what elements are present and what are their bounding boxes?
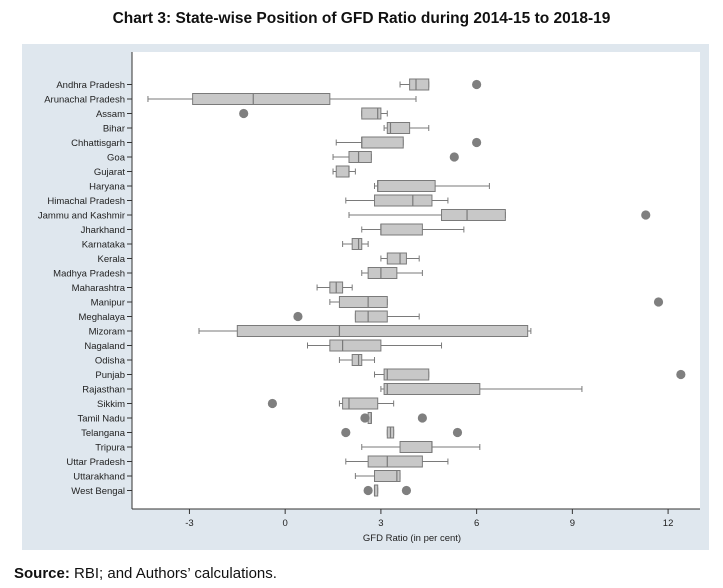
outlier-point	[452, 427, 463, 438]
outlier-point	[472, 79, 482, 90]
box	[383, 383, 481, 395]
outlier-point	[449, 152, 459, 162]
y-tick-label: Rajasthan	[82, 384, 125, 395]
y-tick-label: Tamil Nadu	[77, 413, 125, 424]
chart-area: -3 0 3 6 9 12 Andhra Pradesh Arunachal Pradesh A…	[22, 44, 709, 550]
box	[335, 165, 350, 178]
y-tick-label: Maharashtra	[72, 283, 126, 294]
box	[367, 455, 423, 468]
y-tick-label: Jammu and Kashmir	[38, 210, 125, 221]
outlier-point	[417, 413, 427, 423]
box	[342, 397, 379, 410]
y-tick-label: Sikkim	[97, 399, 125, 410]
box	[192, 93, 331, 105]
outlier-point	[401, 485, 412, 496]
box	[374, 194, 433, 207]
y-tick-label: Gujarat	[94, 167, 126, 178]
box	[377, 180, 436, 192]
box	[386, 122, 411, 134]
y-tick-label: Uttar Pradesh	[66, 457, 125, 468]
x-tick-label: 3	[378, 518, 383, 529]
y-tick-label: Manipur	[91, 297, 125, 308]
boxplot-chart: -3 0 3 6 9 12 Andhra Pradesh Arunachal Pradesh A…	[38, 52, 700, 544]
box	[441, 209, 506, 221]
y-tick-label: Meghalaya	[79, 312, 126, 323]
box	[329, 339, 382, 352]
y-tick-label: Andhra Pradesh	[56, 80, 125, 91]
box	[348, 151, 372, 163]
x-tick-label: 0	[283, 518, 288, 529]
box	[236, 325, 529, 337]
x-tick-label: 6	[474, 518, 479, 529]
box	[383, 368, 430, 381]
box	[354, 310, 388, 323]
box	[386, 252, 407, 265]
chart-title: Chart 3: State-wise Position of GFD Rati…	[112, 10, 611, 27]
y-tick-label: Nagaland	[84, 341, 125, 352]
outlier-point	[267, 398, 278, 409]
outlier-point	[341, 427, 351, 438]
y-tick-label: Haryana	[89, 181, 126, 192]
source-text: RBI; and Authors’ calculations.	[74, 565, 277, 582]
outlier-point	[472, 137, 482, 148]
x-axis-label: GFD Ratio (in per cent)	[363, 533, 461, 544]
y-tick-label: Punjab	[95, 370, 125, 381]
y-tick-label: Tripura	[95, 442, 125, 453]
y-tick-label: Assam	[96, 109, 125, 120]
outlier-point	[239, 108, 249, 119]
y-tick-label: Mizoram	[89, 326, 126, 337]
y-tick-label: Arunachal Pradesh	[44, 94, 125, 105]
box	[367, 267, 398, 279]
box	[351, 354, 363, 366]
box	[374, 470, 401, 482]
y-tick-label: Telangana	[81, 428, 126, 439]
plot-background	[132, 52, 700, 509]
box	[380, 223, 423, 236]
box	[361, 107, 382, 120]
y-tick-label: Kerala	[98, 254, 126, 265]
y-tick-label: Chhattisgarh	[71, 138, 125, 149]
outlier-point	[363, 485, 373, 496]
box	[338, 296, 388, 308]
outlier-point	[676, 369, 686, 380]
outlier-point	[293, 311, 303, 322]
y-tick-label: Goa	[107, 152, 126, 163]
box	[399, 441, 433, 453]
y-tick-label: Uttarakhand	[73, 471, 125, 482]
box	[409, 78, 430, 91]
source-label: Source:	[14, 565, 70, 582]
x-tick-label: -3	[185, 518, 193, 529]
y-tick-label: Odisha	[95, 355, 126, 366]
y-tick-label: Madhya Pradesh	[53, 268, 125, 279]
x-tick-label: 12	[663, 518, 674, 529]
x-tick-label: 9	[570, 518, 575, 529]
y-tick-label: Himachal Pradesh	[47, 196, 125, 207]
outlier-point	[360, 413, 370, 423]
box	[351, 238, 363, 250]
y-tick-label: Bihar	[103, 123, 125, 134]
y-tick-label: West Bengal	[71, 486, 125, 497]
y-tick-label: Jharkhand	[81, 225, 125, 236]
source-note: Source: RBI; and Authors’ calculations.	[14, 565, 277, 582]
y-tick-label: Karnataka	[82, 239, 126, 250]
box	[361, 136, 404, 149]
outlier-point	[641, 210, 651, 220]
outlier-point	[653, 297, 664, 307]
